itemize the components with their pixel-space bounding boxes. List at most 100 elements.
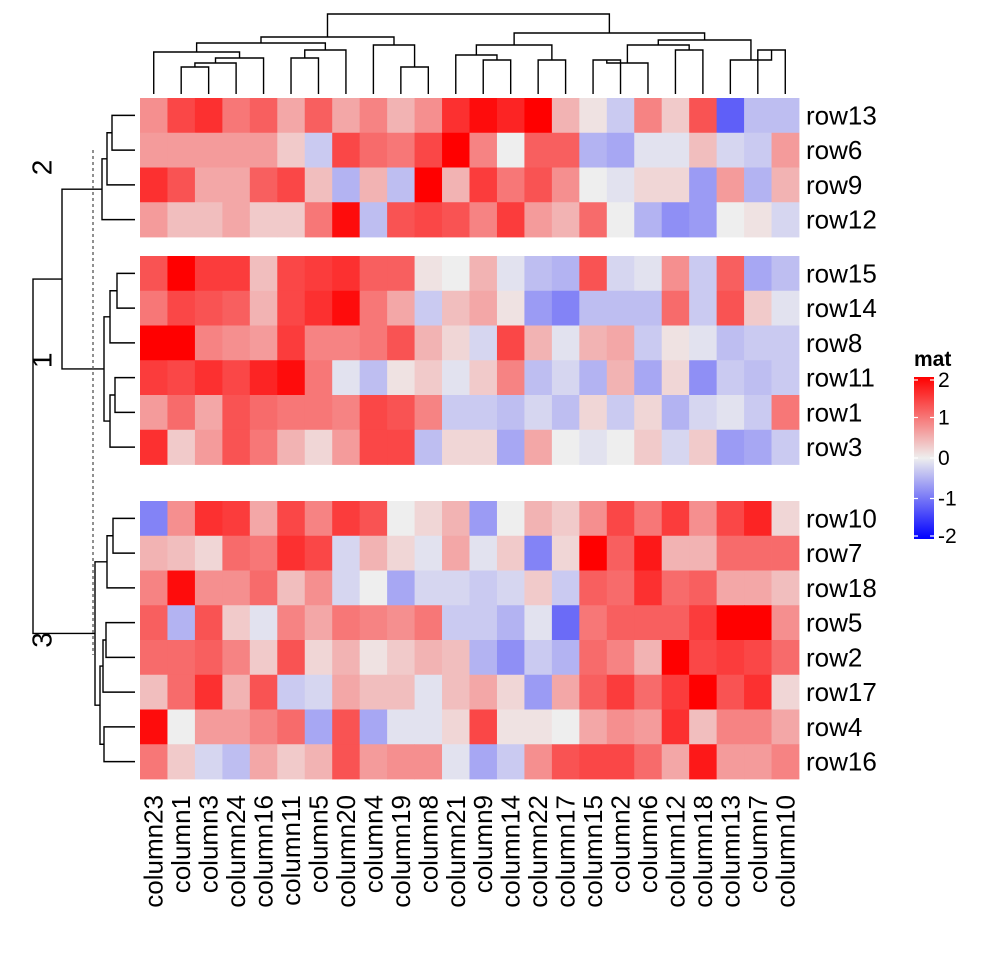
heatmap-cell [277, 202, 306, 238]
heatmap-cell [222, 202, 251, 238]
column-label: column3 [194, 795, 224, 893]
heatmap-cell [579, 570, 608, 606]
heatmap-cell [524, 709, 553, 745]
row-label: row4 [806, 712, 862, 742]
heatmap-cell [496, 535, 525, 571]
heatmap-cell [689, 501, 718, 537]
heatmap-cell [304, 570, 333, 606]
heatmap-cell [304, 256, 333, 292]
dendrogram-branch [455, 54, 498, 94]
heatmap-cell [442, 325, 470, 361]
heatmap-cell [606, 290, 635, 326]
heatmap-cell [469, 202, 498, 238]
heatmap-cell [771, 709, 800, 745]
heatmap-cell [661, 202, 690, 238]
heatmap-cell [249, 429, 278, 465]
heatmap-cell [606, 429, 635, 465]
row-group-label: 1 [27, 353, 58, 369]
heatmap-cell [167, 132, 196, 168]
column-label: column1 [166, 795, 196, 893]
heatmap-cell [744, 167, 772, 203]
heatmap-cell [606, 605, 635, 641]
heatmap-cell [606, 202, 635, 238]
heatmap-cell [414, 535, 443, 571]
legend-color-bar [914, 377, 934, 539]
heatmap-cell [634, 605, 663, 641]
heatmap-cell [222, 535, 251, 571]
heatmap-cell [442, 360, 470, 396]
heatmap-cell [661, 501, 690, 537]
heatmap-cell [304, 98, 333, 134]
heatmap-cell [661, 674, 690, 710]
heatmap-cell [771, 570, 800, 606]
heatmap-cell [414, 429, 443, 465]
heatmap-cell [332, 429, 361, 465]
dendrogram-branch [105, 621, 135, 659]
heatmap-cell [167, 395, 196, 431]
heatmap-cell [524, 167, 553, 203]
heatmap-cell [277, 325, 306, 361]
heatmap-cell [551, 360, 580, 396]
heatmap-cell [332, 202, 361, 238]
heatmap-cell [414, 98, 443, 134]
heatmap-cell [304, 290, 333, 326]
heatmap-cell [606, 325, 635, 361]
heatmap-cell [551, 709, 580, 745]
column-label: column24 [221, 795, 251, 908]
heatmap-cell [524, 501, 553, 537]
heatmap-cell [744, 501, 772, 537]
heatmap-cell [277, 429, 306, 465]
heatmap-cell [551, 202, 580, 238]
heatmap-cell [414, 395, 443, 431]
heatmap-cell [689, 674, 718, 710]
heatmap-cell [359, 570, 388, 606]
heatmap-cell [469, 570, 498, 606]
heatmap-cell [414, 290, 443, 326]
row-label: row7 [806, 538, 862, 568]
heatmap-cell [414, 202, 443, 238]
heatmap-cell [414, 605, 443, 641]
column-label: column2 [606, 795, 636, 893]
heatmap-cell [551, 256, 580, 292]
heatmap-cell [469, 325, 498, 361]
dendrogram-branch [592, 59, 622, 94]
dendrogram-branch [103, 726, 135, 763]
heatmap-cell [387, 640, 415, 676]
heatmap-cell [194, 605, 223, 641]
heatmap-cell [167, 501, 196, 537]
heatmap-cell [249, 605, 278, 641]
heatmap-cell [332, 290, 361, 326]
heatmap-cell [442, 395, 470, 431]
heatmap-cell [140, 167, 168, 203]
heatmap-cell [634, 290, 663, 326]
heatmap-cell [359, 429, 388, 465]
heatmap-cell [194, 256, 223, 292]
heatmap-cell [222, 290, 251, 326]
heatmap-cell [194, 535, 223, 571]
heatmap-cell [332, 501, 361, 537]
column-label: column17 [551, 795, 581, 908]
heatmap-cell [634, 501, 663, 537]
heatmap-cell [579, 395, 608, 431]
heatmap-cell [469, 744, 498, 780]
heatmap-cell [222, 256, 251, 292]
heatmap-cell [140, 132, 168, 168]
heatmap-cell [140, 674, 168, 710]
heatmap-cell [194, 640, 223, 676]
heatmap-cell [716, 202, 745, 238]
heatmap-cell [771, 640, 800, 676]
heatmap-cell [222, 429, 251, 465]
heatmap-cell [606, 674, 635, 710]
heatmap-cell [716, 605, 745, 641]
row-group-label: 3 [27, 632, 58, 648]
heatmap-cell [744, 256, 772, 292]
heatmap-cell [551, 744, 580, 780]
heatmap-cell [771, 674, 800, 710]
heatmap-cell [744, 325, 772, 361]
heatmap-cell [496, 709, 525, 745]
heatmap-cell [689, 202, 718, 238]
heatmap-cell [277, 167, 306, 203]
heatmap-cell [524, 132, 553, 168]
heatmap-cell [140, 256, 168, 292]
heatmap-cell [414, 709, 443, 745]
